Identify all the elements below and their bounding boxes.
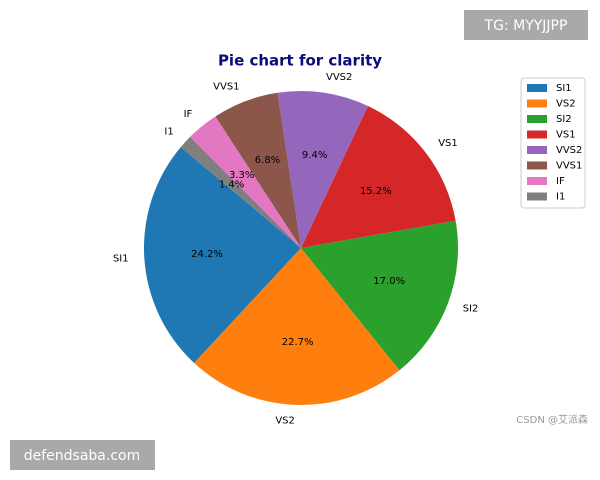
legend-label: VVS1 (556, 161, 582, 172)
pie-slice (301, 220, 458, 371)
legend-label: VS1 (556, 130, 576, 141)
legend-label: IF (556, 176, 565, 187)
value-label: 24.2% (191, 249, 223, 260)
watermark-box (464, 10, 588, 40)
chart-title: Pie chart for clarity (218, 52, 382, 70)
legend-swatch (527, 192, 547, 201)
legend-swatch (527, 115, 547, 123)
pie-slice (190, 116, 301, 248)
watermark: TG: MYYJJPP (484, 18, 568, 34)
slice-label: SI1 (113, 254, 129, 265)
value-label: 15.2% (360, 186, 392, 197)
value-label: 3.3% (229, 170, 254, 181)
watermark-box (10, 440, 155, 470)
legend-swatch (527, 130, 547, 139)
slice-label: VS1 (438, 138, 458, 149)
legend-swatch (527, 161, 547, 170)
value-label: 6.8% (255, 155, 280, 166)
value-label: 9.4% (302, 150, 327, 161)
slice-label: SI2 (463, 304, 479, 315)
legend-label: VVS2 (556, 145, 582, 156)
slice-label: VVS2 (326, 72, 352, 83)
legend-label: I1 (556, 192, 565, 203)
watermark: defendsaba.com (24, 448, 141, 464)
pie-slice (144, 147, 301, 364)
pie-slice (194, 248, 400, 405)
slice-label: I1 (164, 126, 173, 137)
legend-swatch (527, 177, 547, 185)
pie-slice (277, 91, 368, 248)
legend-swatch (527, 99, 547, 108)
legend-label: SI1 (556, 83, 572, 94)
legend-label: SI2 (556, 114, 572, 125)
legend-swatch (527, 84, 547, 92)
pie-slice (180, 136, 301, 248)
slice-label: VVS1 (213, 82, 239, 93)
legend-swatch (527, 146, 547, 154)
pie-slice (215, 92, 301, 248)
slice-label: VS2 (275, 416, 295, 427)
credit: CSDN @艾派森 (516, 413, 588, 426)
pie-slice (301, 105, 456, 248)
legend-label: VS2 (556, 99, 576, 110)
slice-label: IF (184, 109, 193, 120)
value-label: 1.4% (219, 179, 244, 190)
value-label: 22.7% (282, 337, 314, 348)
legend-box (520, 77, 586, 209)
value-label: 17.0% (373, 276, 405, 287)
